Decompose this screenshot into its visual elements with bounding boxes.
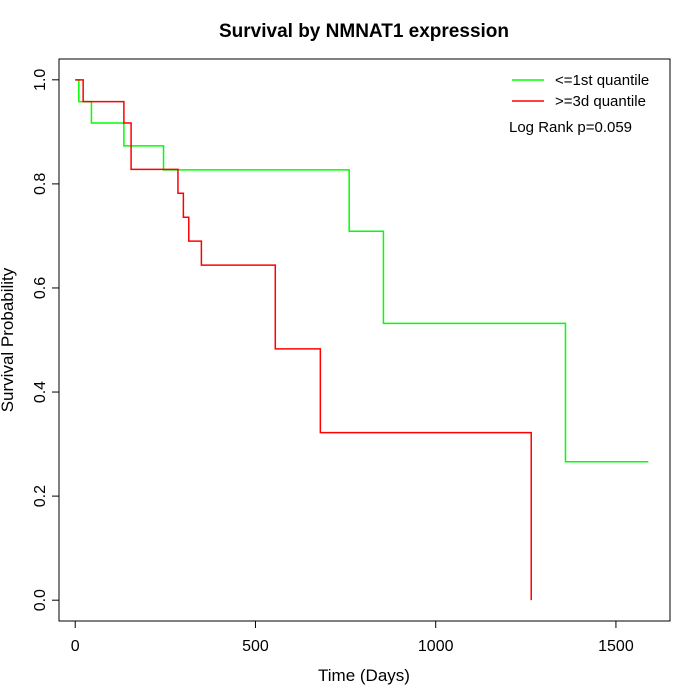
y-tick-label: 1.0 (32, 69, 49, 91)
log-rank-annotation: Log Rank p=0.059 (509, 119, 632, 136)
x-axis-label: Time (Days) (318, 666, 410, 685)
x-tick-label: 500 (242, 638, 269, 655)
series-line-1 (75, 79, 532, 601)
plot-frame (58, 58, 671, 622)
chart-title: Survival by NMNAT1 expression (219, 21, 509, 42)
y-tick-label: 0.6 (32, 277, 49, 299)
x-tick-label: 0 (71, 638, 80, 655)
x-tick-label: 1500 (598, 638, 634, 655)
y-tick-label: 0.2 (32, 485, 49, 507)
legend: <=1st quantile >=3d quantile (512, 72, 649, 110)
series-layer (75, 79, 649, 601)
legend-label: >=3d quantile (555, 93, 646, 110)
x-axis: 0 500 1000 1500 (71, 620, 634, 655)
series-line-0 (75, 79, 649, 463)
y-tick-label: 0.0 (32, 589, 49, 611)
y-tick-label: 0.8 (32, 173, 49, 195)
y-axis-label: Survival Probability (0, 267, 17, 412)
legend-label: <=1st quantile (555, 72, 649, 89)
x-tick-label: 1000 (418, 638, 454, 655)
y-tick-label: 0.4 (32, 381, 49, 403)
y-axis: 0.0 0.2 0.4 0.6 0.8 1.0 (32, 69, 60, 611)
